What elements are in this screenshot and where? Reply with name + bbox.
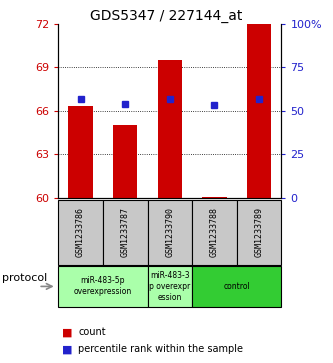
Text: miR-483-5p
overexpression: miR-483-5p overexpression bbox=[74, 276, 132, 297]
Bar bbox=[158, 60, 182, 198]
Text: ■: ■ bbox=[62, 344, 72, 354]
Bar bbox=[247, 24, 271, 198]
Text: GSM1233787: GSM1233787 bbox=[121, 207, 130, 257]
Text: GSM1233788: GSM1233788 bbox=[210, 207, 219, 257]
Text: GDS5347 / 227144_at: GDS5347 / 227144_at bbox=[90, 9, 243, 23]
Bar bbox=[113, 125, 138, 198]
Text: GSM1233786: GSM1233786 bbox=[76, 207, 85, 257]
Text: GSM1233790: GSM1233790 bbox=[165, 207, 174, 257]
Text: ■: ■ bbox=[62, 327, 72, 337]
Text: GSM1233789: GSM1233789 bbox=[254, 207, 264, 257]
Text: protocol: protocol bbox=[2, 273, 47, 284]
Text: count: count bbox=[78, 327, 106, 337]
Text: miR-483-3
p overexpr
ession: miR-483-3 p overexpr ession bbox=[149, 271, 190, 302]
Text: percentile rank within the sample: percentile rank within the sample bbox=[78, 344, 243, 354]
Bar bbox=[202, 197, 227, 198]
Text: control: control bbox=[223, 282, 250, 291]
Bar bbox=[68, 106, 93, 198]
